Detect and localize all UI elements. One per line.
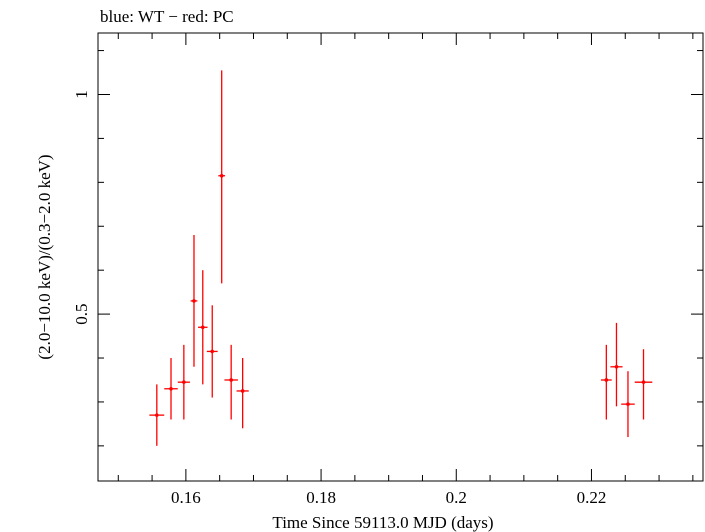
y-axis-label: (2.0−10.0 keV)/(0.3−2.0 keV) [35,154,54,359]
data-point [177,344,190,420]
data-point [164,358,178,420]
y-tick-label: 1 [72,90,91,99]
x-tick-label: 0.22 [577,488,607,507]
data-marker [200,325,205,330]
x-axis-label: Time Since 59113.0 MJD (days) [272,513,493,532]
data-marker [240,389,245,393]
data-series-pc [149,70,653,446]
x-tick-label: 0.16 [171,488,201,507]
data-marker [169,386,173,391]
data-point [634,349,653,420]
data-marker [229,378,233,382]
data-point [198,270,208,385]
y-tick-label: 0.5 [72,303,91,324]
data-marker [626,402,630,406]
axis-ticks [98,33,703,481]
data-marker [182,380,186,384]
data-point [190,235,198,367]
data-point [149,384,165,446]
data-point [218,70,226,284]
data-marker [192,299,196,303]
data-marker [155,413,159,417]
data-marker [614,365,619,369]
data-marker [604,378,609,382]
data-point [224,344,238,420]
data-point [610,322,623,407]
plot-frame [97,32,704,482]
tick-labels: 0.16 0.18 0.2 0.22 0.5 1 [72,90,606,507]
data-marker [210,349,215,354]
x-tick-label: 0.18 [306,488,336,507]
data-point [600,344,612,420]
x-tick-label: 0.2 [446,488,467,507]
data-point [236,358,249,429]
data-marker [219,173,224,178]
data-point [621,371,635,438]
data-point [206,305,218,398]
chart-title: blue: WT − red: PC [100,7,234,26]
data-marker [641,380,646,384]
